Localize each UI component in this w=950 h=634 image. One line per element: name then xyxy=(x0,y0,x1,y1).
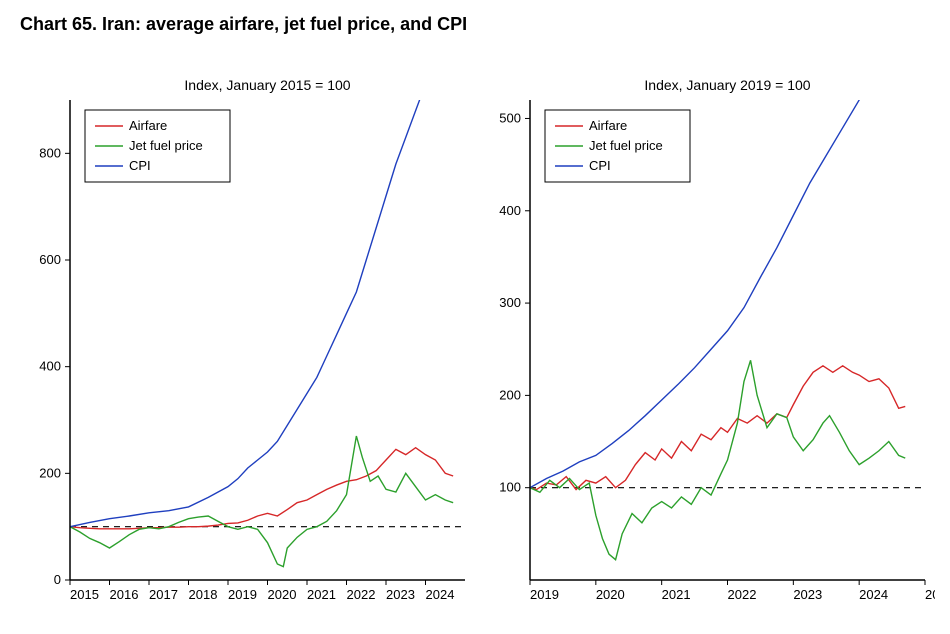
y-tick-label: 500 xyxy=(499,110,521,125)
series-jet-fuel-price xyxy=(530,360,905,559)
series-jet-fuel-price xyxy=(70,436,453,567)
x-tick-label: 2023 xyxy=(793,587,822,602)
x-tick-label: 2022 xyxy=(347,587,376,602)
x-tick-label: 2025 xyxy=(925,587,935,602)
y-tick-label: 200 xyxy=(39,465,61,480)
panel-subtitle: Index, January 2019 = 100 xyxy=(644,77,810,93)
x-tick-label: 2019 xyxy=(530,587,559,602)
chart-right-svg: Index, January 2019 = 100 100 200 300 400 500… xyxy=(475,70,935,620)
x-tick-label: 2018 xyxy=(189,587,218,602)
x-tick-label: 2021 xyxy=(307,587,336,602)
series-airfare xyxy=(530,366,905,490)
x-tick-label: 2017 xyxy=(149,587,178,602)
y-tick-label: 400 xyxy=(39,359,61,374)
panel-left: Index, January 2015 = 100 0 200 400 600 800 20… xyxy=(15,70,475,620)
x-tick-label: 2023 xyxy=(386,587,415,602)
panels-row: Index, January 2015 = 100 0 200 400 600 800 20… xyxy=(15,70,935,620)
legend: Airfare Jet fuel price CPI xyxy=(545,110,690,182)
legend: Airfare Jet fuel price CPI xyxy=(85,110,230,182)
legend-label: Jet fuel price xyxy=(589,138,663,153)
y-tick-label: 0 xyxy=(54,572,61,587)
chart-title: Chart 65. Iran: average airfare, jet fue… xyxy=(20,14,467,35)
x-tick-label: 2022 xyxy=(728,587,757,602)
legend-label: Airfare xyxy=(589,118,627,133)
y-tick-label: 100 xyxy=(499,480,521,495)
x-tick-label: 2019 xyxy=(228,587,257,602)
legend-label: Airfare xyxy=(129,118,167,133)
y-tick-label: 200 xyxy=(499,387,521,402)
x-tick-label: 2024 xyxy=(426,587,455,602)
x-tick-label: 2016 xyxy=(110,587,139,602)
x-tick-label: 2021 xyxy=(662,587,691,602)
legend-label: Jet fuel price xyxy=(129,138,203,153)
y-tick-label: 800 xyxy=(39,145,61,160)
legend-label: CPI xyxy=(129,158,151,173)
x-tick-label: 2024 xyxy=(859,587,888,602)
x-tick-label: 2015 xyxy=(70,587,99,602)
y-tick-label: 300 xyxy=(499,295,521,310)
y-tick-label: 600 xyxy=(39,252,61,267)
panel-subtitle: Index, January 2015 = 100 xyxy=(184,77,350,93)
x-tick-label: 2020 xyxy=(268,587,297,602)
chart-left-svg: Index, January 2015 = 100 0 200 400 600 800 20… xyxy=(15,70,475,620)
x-tick-label: 2020 xyxy=(596,587,625,602)
legend-label: CPI xyxy=(589,158,611,173)
panel-right: Index, January 2019 = 100 100 200 300 400 500… xyxy=(475,70,935,620)
y-tick-label: 400 xyxy=(499,203,521,218)
